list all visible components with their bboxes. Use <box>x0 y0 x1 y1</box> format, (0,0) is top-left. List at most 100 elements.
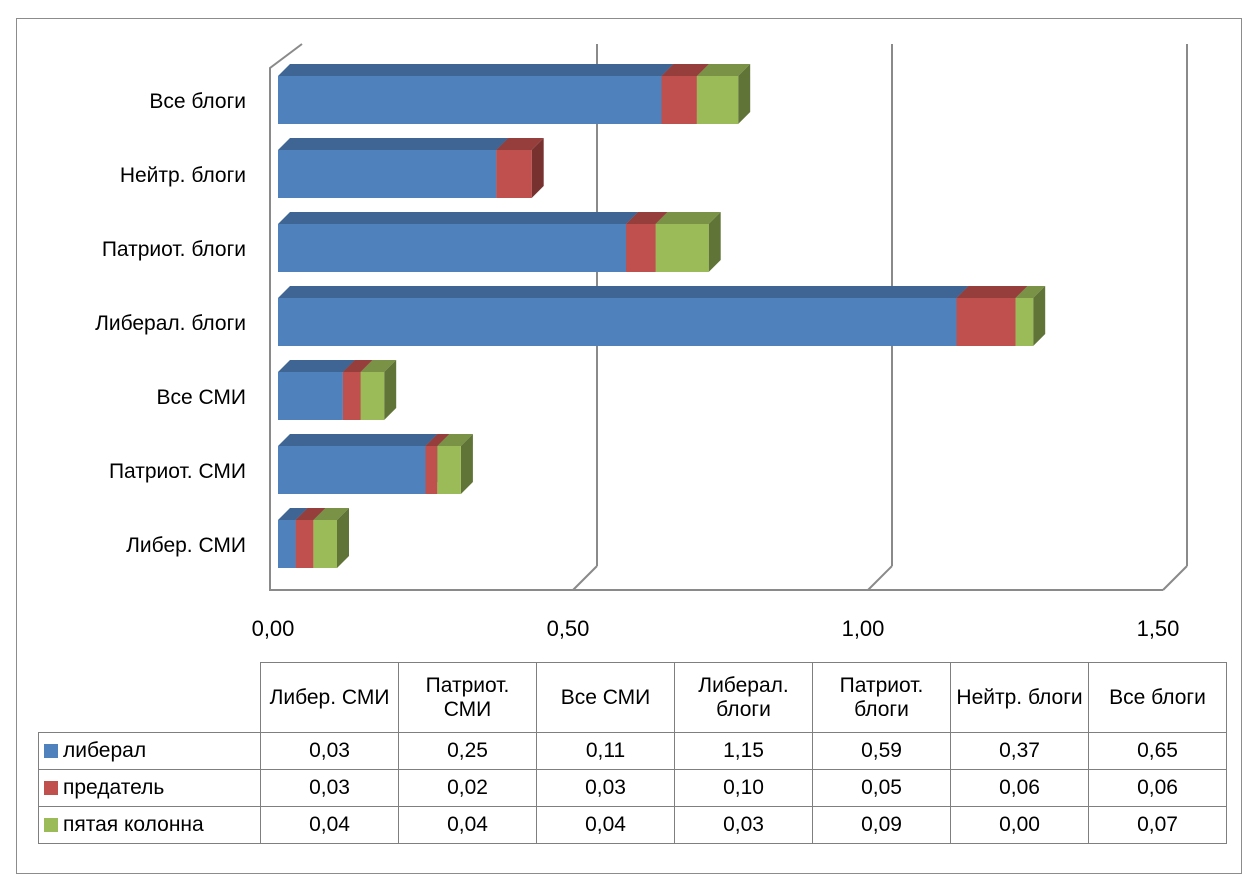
bar-front-face <box>278 76 662 124</box>
bar-segment <box>661 64 709 124</box>
legend-entry-fifth-column: пятая колонна <box>38 806 261 844</box>
table-cell: 0,03 <box>260 732 399 770</box>
bar-top-face <box>437 434 473 446</box>
table-cell: 0,07 <box>1088 806 1227 844</box>
table-header-cell: Все блоги <box>1088 662 1227 733</box>
category-label: Патриот. СМИ <box>109 460 246 483</box>
bar-top-face <box>655 212 721 224</box>
bar-segment <box>278 138 509 198</box>
legend-entry-traitor: предатель <box>38 769 261 807</box>
bar-top-face <box>425 434 450 446</box>
table-cell: 0,37 <box>950 732 1089 770</box>
table-header-cell: Патриот. блоги <box>812 662 951 733</box>
table-cell: 0,03 <box>260 769 399 807</box>
table-row-fifth-column: пятая колонна 0,04 0,04 0,04 0,03 0,09 0… <box>38 806 1227 844</box>
bar-side-face <box>1033 286 1046 346</box>
bar-segment <box>278 434 438 494</box>
data-table: Либер. СМИ Патриот. СМИ Все СМИ Либерал.… <box>38 662 1227 844</box>
category-label: Патриот. блоги <box>102 238 246 261</box>
legend-entry-liberal: либерал <box>38 732 261 770</box>
table-row-liberal: либерал 0,03 0,25 0,11 1,15 0,59 0,37 0,… <box>38 732 1227 770</box>
bar-front-face <box>696 76 739 124</box>
bar-front-face <box>278 150 497 198</box>
gridline-floor <box>867 565 893 591</box>
bar-side-face <box>460 434 473 494</box>
bar-front-face <box>278 520 296 568</box>
table-cell: 0,00 <box>950 806 1089 844</box>
bar-top-face <box>313 508 349 520</box>
bar-front-face <box>655 224 709 272</box>
table-cell: 0,04 <box>260 806 399 844</box>
bar-segment <box>655 212 721 272</box>
bar-top-face <box>956 286 1028 298</box>
bar-side-face <box>531 138 544 198</box>
table-cell: 0,04 <box>398 806 537 844</box>
category-label: Все СМИ <box>156 386 246 409</box>
bar-segment <box>1015 286 1046 346</box>
table-cell: 0,05 <box>812 769 951 807</box>
bar-front-face <box>626 224 656 272</box>
bar-front-face <box>437 446 461 494</box>
legend-swatch-liberal <box>44 744 58 758</box>
table-cell: 0,25 <box>398 732 537 770</box>
category-label: Либерал. блоги <box>95 312 246 335</box>
category-label: Либер. СМИ <box>126 534 246 557</box>
bar-front-face <box>661 76 697 124</box>
bar-segment <box>696 64 751 124</box>
gridline-floor <box>572 565 598 591</box>
bar-top-face <box>278 286 969 298</box>
gridline-floor <box>1162 565 1188 591</box>
legend-swatch-traitor <box>44 781 58 795</box>
table-cell: 0,03 <box>536 769 675 807</box>
table-cell: 0,09 <box>812 806 951 844</box>
series-name-label: пятая колонна <box>63 813 204 836</box>
bar-front-face <box>313 520 337 568</box>
bar-front-face <box>1015 298 1034 346</box>
table-header-cell: Либерал. блоги <box>674 662 813 733</box>
bar-top-face <box>696 64 751 76</box>
bar-top-face <box>278 212 639 224</box>
chart-plot-area: Либер. СМИ Патриот. СМИ Все СМИ Либерал. бл… <box>95 43 1188 641</box>
bar-segment <box>278 212 639 272</box>
series-name-label: либерал <box>63 739 147 762</box>
bar-front-face <box>360 372 385 420</box>
bars <box>278 64 1046 568</box>
bar-side-face <box>708 212 721 272</box>
bar-top-face <box>496 138 544 150</box>
bar-top-face <box>295 508 326 520</box>
bar-side-face <box>384 360 397 420</box>
x-axis-ticks: 0,00 0,50 1,00 1,50 <box>252 616 1180 641</box>
bar-top-face <box>626 212 668 224</box>
bar-top-face <box>278 138 509 150</box>
bar-side-face <box>738 64 751 124</box>
bar-segment <box>496 138 544 198</box>
bar-top-face <box>360 360 397 372</box>
bar-front-face <box>278 372 343 420</box>
bar-front-face <box>425 446 438 494</box>
table-row-traitor: предатель 0,03 0,02 0,03 0,10 0,05 0,06 … <box>38 769 1227 807</box>
table-cell: 0,04 <box>536 806 675 844</box>
bar-top-face <box>342 360 373 372</box>
x-tick-label: 1,00 <box>842 616 885 641</box>
table-cell: 1,15 <box>674 732 813 770</box>
bar-front-face <box>956 298 1016 346</box>
category-labels: Либер. СМИ Патриот. СМИ Все СМИ Либерал. бл… <box>95 90 246 557</box>
table-cell: 0,59 <box>812 732 951 770</box>
bar-front-face <box>278 298 957 346</box>
bar-side-face <box>337 508 349 568</box>
bar-top-face <box>661 64 709 76</box>
category-label: Все блоги <box>149 90 246 113</box>
table-header-cell: Патриот. СМИ <box>398 662 537 733</box>
bar-front-face <box>342 372 361 420</box>
bar-top-face <box>278 64 674 76</box>
bar-top-face <box>278 508 308 520</box>
bar-front-face <box>295 520 314 568</box>
bar-segment <box>313 508 349 568</box>
table-header-cell: Либер. СМИ <box>260 662 399 733</box>
bar-segment <box>278 64 674 124</box>
table-corner <box>38 662 261 733</box>
table-cell: 0,02 <box>398 769 537 807</box>
table-cell: 0,03 <box>674 806 813 844</box>
x-tick-label: 0,00 <box>252 616 295 641</box>
table-header-cell: Все СМИ <box>536 662 675 733</box>
